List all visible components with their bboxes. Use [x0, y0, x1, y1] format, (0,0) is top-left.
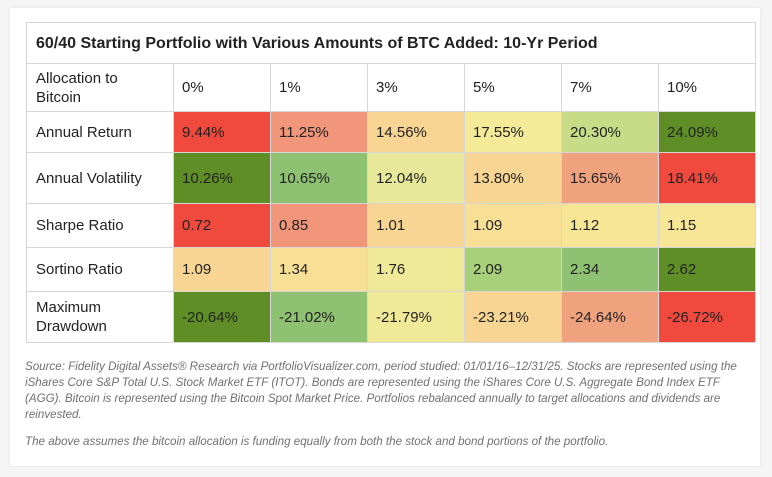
table-cell: 1.12: [561, 203, 659, 248]
table-row: Sortino Ratio 1.09 1.34 1.76 2.09 2.34 2.62: [26, 247, 756, 292]
assumption-footnote: The above assumes the bitcoin allocation…: [25, 435, 609, 448]
table-cell: 1.01: [367, 203, 465, 248]
table-cell: 17.55%: [464, 111, 562, 153]
source-footnote: Source: Fidelity Digital Assets® Researc…: [25, 360, 737, 421]
table-cell: 18.41%: [658, 152, 756, 204]
table-cell: 12.04%: [367, 152, 465, 204]
table-cell: 1.15: [658, 203, 756, 248]
table-cell: 0.72: [173, 203, 271, 248]
table-cell: 1.76: [367, 247, 465, 292]
table-cell: 24.09%: [658, 111, 756, 153]
allocation-header-label: Allocation to Bitcoin: [26, 63, 174, 112]
column-header: 0%: [173, 63, 271, 112]
table-cell: 1.09: [464, 203, 562, 248]
table-cell: 2.34: [561, 247, 659, 292]
table-cell: 1.34: [270, 247, 368, 292]
column-header: 7%: [561, 63, 659, 112]
table-cell: -24.64%: [561, 291, 659, 343]
row-label: Annual Return: [26, 111, 174, 153]
table-cell: 15.65%: [561, 152, 659, 204]
table-body: Annual Return 9.44% 11.25% 14.56% 17.55% 20.3…: [26, 111, 756, 343]
column-header: 1%: [270, 63, 368, 112]
column-header: 5%: [464, 63, 562, 112]
table-title: 60/40 Starting Portfolio with Various Am…: [26, 22, 756, 64]
column-header: 10%: [658, 63, 756, 112]
table-cell: 2.62: [658, 247, 756, 292]
table-cell: -21.02%: [270, 291, 368, 343]
table-cell: -23.21%: [464, 291, 562, 343]
table-cell: 9.44%: [173, 111, 271, 153]
table-row: Annual Volatility 10.26% 10.65% 12.04% 13.80…: [26, 152, 756, 204]
btc-allocation-table: 60/40 Starting Portfolio with Various Am…: [26, 22, 756, 343]
table-cell: 11.25%: [270, 111, 368, 153]
table-cell: -21.79%: [367, 291, 465, 343]
table-row: Annual Return 9.44% 11.25% 14.56% 17.55% 20.3…: [26, 111, 756, 153]
table-row: Maximum Drawdown -20.64% -21.02% -21.79% -23…: [26, 291, 756, 343]
row-label: Sortino Ratio: [26, 247, 174, 292]
table-cell: 1.09: [173, 247, 271, 292]
table-cell: 2.09: [464, 247, 562, 292]
table-cell: 14.56%: [367, 111, 465, 153]
row-label: Sharpe Ratio: [26, 203, 174, 248]
table-cell: 10.26%: [173, 152, 271, 204]
row-label: Annual Volatility: [26, 152, 174, 204]
table-row: Sharpe Ratio 0.72 0.85 1.01 1.09 1.12 1.15: [26, 203, 756, 248]
table-cell: 20.30%: [561, 111, 659, 153]
column-header: 3%: [367, 63, 465, 112]
table-cell: 10.65%: [270, 152, 368, 204]
table-cell: -20.64%: [173, 291, 271, 343]
table-cell: 0.85: [270, 203, 368, 248]
table-cell: 13.80%: [464, 152, 562, 204]
table-card: 60/40 Starting Portfolio with Various Am…: [10, 8, 760, 466]
row-label: Maximum Drawdown: [26, 291, 174, 343]
table-cell: -26.72%: [658, 291, 756, 343]
